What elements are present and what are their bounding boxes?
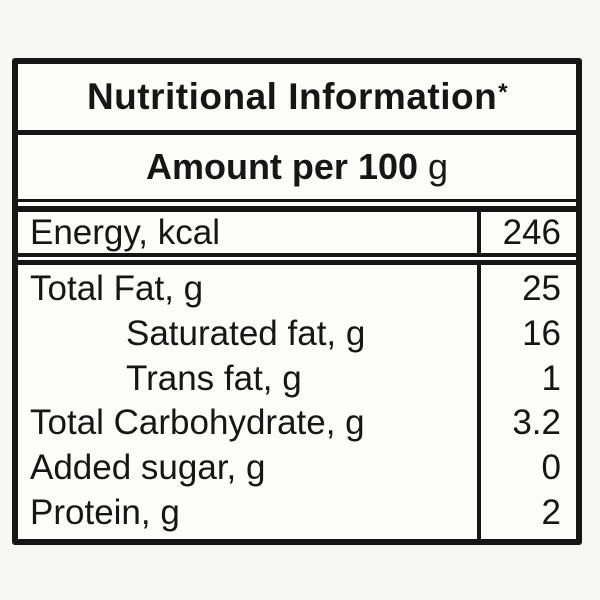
row-added-sugar-value: 0 xyxy=(541,448,561,488)
nutrition-facts-panel: Nutritional Information * Amount per 100 … xyxy=(12,58,582,545)
row-added-sugar-label: Added sugar, g xyxy=(30,448,266,488)
nutrient-values-column: 25 16 1 3.2 0 2 xyxy=(477,265,576,539)
row-saturated-fat-label: Saturated fat, g xyxy=(126,314,366,353)
energy-value: 246 xyxy=(477,212,576,253)
row-energy: Energy, kcal 246 xyxy=(18,212,576,253)
row-total-fat-label: Total Fat, g xyxy=(30,269,204,309)
energy-label: Energy, kcal xyxy=(30,212,220,252)
row-trans-fat-label: Trans fat, g xyxy=(126,358,302,398)
row-total-fat-value: 25 xyxy=(522,269,561,309)
row-protein-value: 2 xyxy=(541,492,561,532)
row-saturated-fat-value: 16 xyxy=(522,314,561,353)
row-protein-label: Protein, g xyxy=(30,492,180,532)
separator-under-title xyxy=(18,130,576,135)
double-rule-below-energy xyxy=(18,253,576,265)
double-rule-above-energy xyxy=(18,199,576,212)
row-total-carbohydrate-label: Total Carbohydrate, g xyxy=(30,403,365,443)
panel-title: Nutritional Information * xyxy=(86,76,509,117)
serving-basis-unit: g xyxy=(428,146,449,187)
panel-title-text: Nutritional Information xyxy=(86,76,498,117)
serving-basis-row: Amount per 100 g xyxy=(18,135,576,199)
row-trans-fat-value: 1 xyxy=(541,358,561,398)
nutrient-table: Total Fat, g Saturated fat, g Trans fat,… xyxy=(18,265,576,539)
serving-basis-text: Amount per 100 xyxy=(145,146,419,187)
nutrient-labels-column: Total Fat, g Saturated fat, g Trans fat,… xyxy=(18,265,477,539)
row-total-carbohydrate-value: 3.2 xyxy=(512,403,561,443)
